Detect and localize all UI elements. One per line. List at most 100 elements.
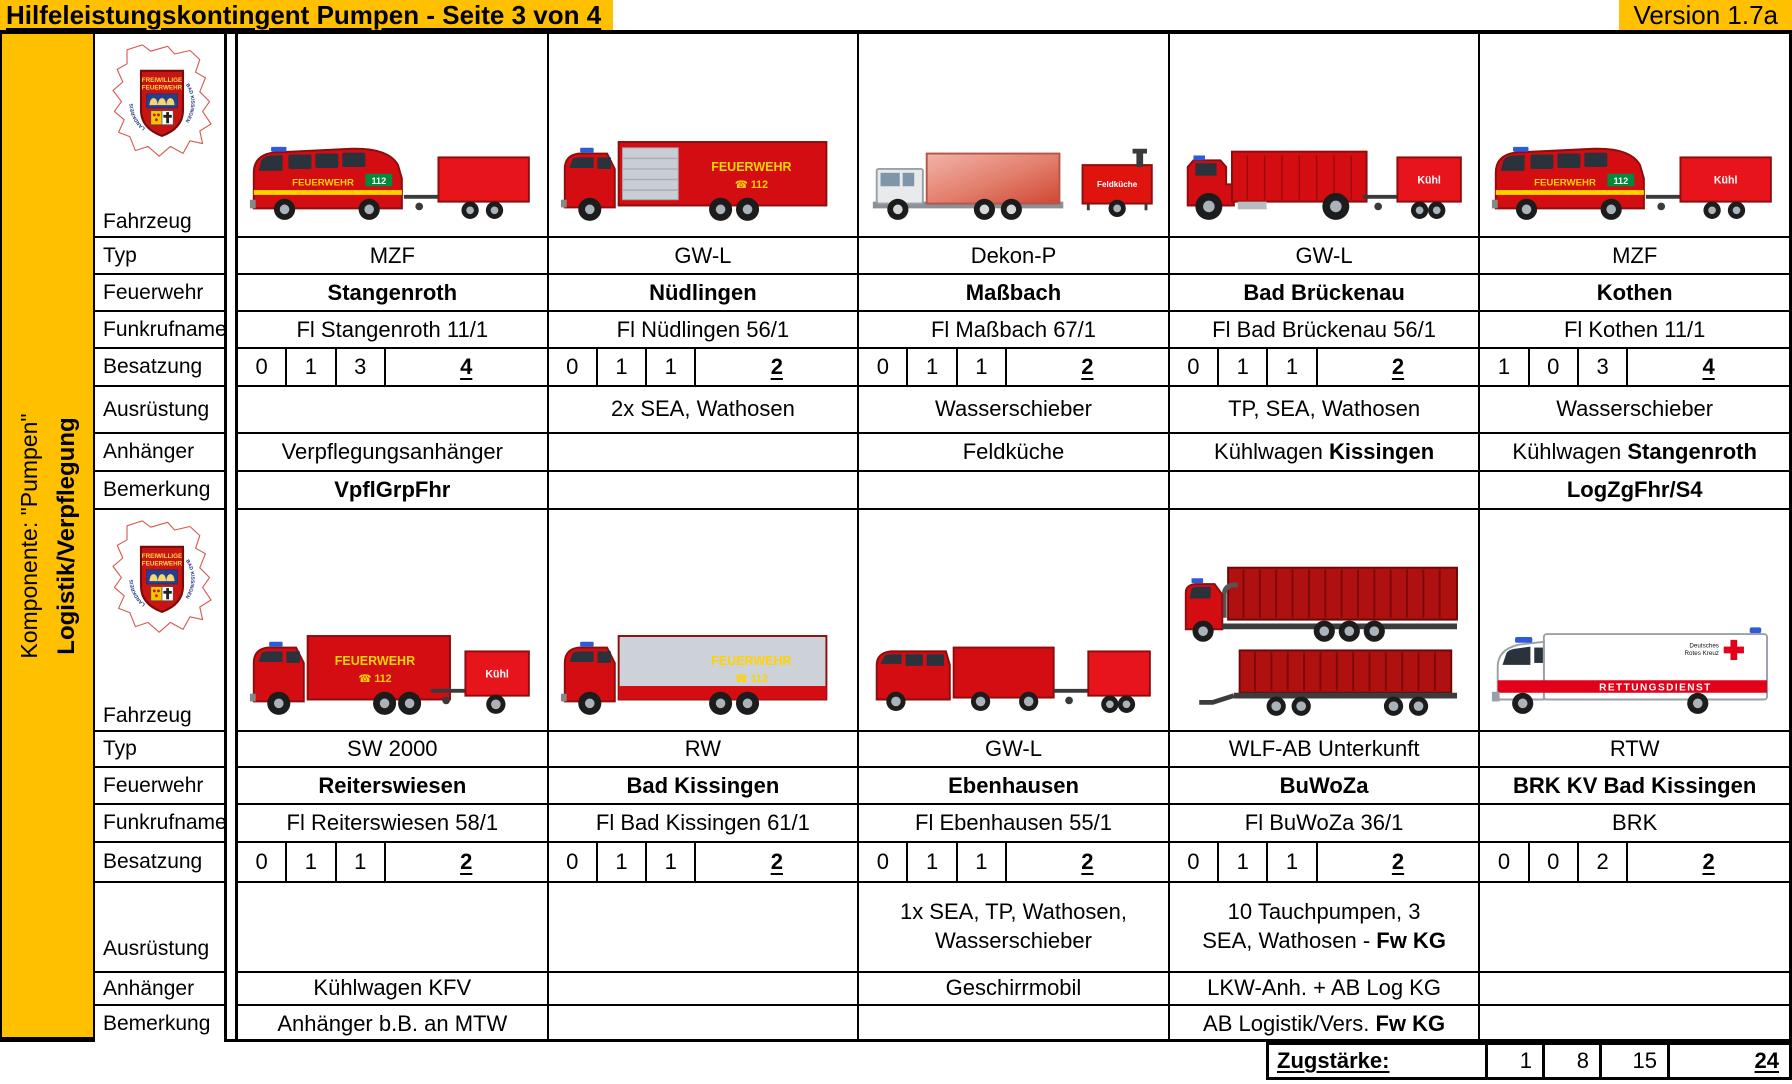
vehicle-marking: FEUERWEHR: [335, 653, 415, 667]
ausruestung-text: 1x SEA, TP, Wathosen, Wasserschieber: [899, 899, 1127, 953]
ausruestung-text-bold: Fw KG: [1376, 928, 1446, 953]
typ-cell: RTW: [1480, 732, 1792, 766]
crew-count-cell: 1: [287, 349, 337, 385]
anhaenger-text: Geschirrmobil: [945, 975, 1082, 1001]
header-bar: Hilfeleistungskontingent Pumpen - Seite …: [0, 0, 1792, 34]
feuerwehr-value: Kothen: [1596, 279, 1673, 305]
typ-cell: GW-L: [549, 238, 860, 273]
crew-total-cell: 4: [1702, 354, 1715, 379]
feuerwehr-value: Stangenroth: [327, 279, 458, 305]
zugstaerke-count-cell: 15: [1602, 1042, 1670, 1080]
funkrufname-value: BRK: [1612, 810, 1658, 835]
vehicle-cell: FEUERWEHR 112: [238, 34, 549, 236]
crew-count-cell: 1: [647, 843, 697, 881]
data-cells: Fl Reiterswiesen 58/1 Fl Bad Kissingen 61…: [235, 805, 1792, 843]
vehicle-marking: FEUERWEHR: [292, 177, 354, 188]
crew-count-cell: 0: [859, 843, 909, 881]
anhaenger-cell: Kühlwagen Stangenroth: [1480, 434, 1792, 470]
funkrufname-value: Fl Stangenroth 11/1: [296, 316, 489, 342]
anhaenger-text: Kühlwagen KFV: [313, 975, 472, 1001]
vehicle-image-wlf-ab-with-container-trailer: [1180, 560, 1469, 724]
row-typ: Typ MZF GW-L Dekon-P GW-L MZF: [95, 238, 1792, 275]
column-gap: [227, 1006, 235, 1042]
feuerwehr-cell: Stangenroth: [238, 275, 549, 310]
ausruestung-cell: 10 Tauchpumpen, 3 SEA, Wathosen - Fw KG: [1170, 883, 1481, 971]
bemerkung-text-bold: LogZgFhr/S4: [1566, 476, 1703, 502]
vehicle-cell: Feldküche: [859, 34, 1170, 236]
funkrufname-value: Fl BuWoZa 36/1: [1244, 810, 1404, 835]
funkrufname-value: Fl Bad Kissingen 61/1: [595, 810, 810, 835]
row-label-feuerwehr: Feuerwehr: [95, 275, 227, 312]
column-gap: [227, 883, 235, 973]
anhaenger-cell: Kühlwagen KFV: [238, 973, 549, 1004]
feuerwehr-cell: Reiterswiesen: [238, 768, 549, 803]
funkrufname-value: Fl Kothen 11/1: [1563, 316, 1706, 342]
district-map-outline: [111, 44, 212, 157]
ausruestung-cell: [238, 387, 549, 432]
funkrufname-cell: Fl Nüdlingen 56/1: [549, 312, 860, 347]
funkrufname-value: Fl Maßbach 67/1: [930, 316, 1097, 342]
row-label-text: Bemerkung: [103, 1012, 211, 1035]
vehicle-marking: ☎ 112: [358, 673, 391, 685]
vehicle-marking: FEUERWEHR: [1535, 177, 1597, 188]
feuerwehr-value: Maßbach: [965, 279, 1062, 305]
feuerwehr-cell: Ebenhausen: [859, 768, 1170, 803]
funkrufname-cell: Fl Bad Brückenau 56/1: [1170, 312, 1481, 347]
vehicle-image-gw-l-flatbed-with-kuehl-trailer: Kühl: [1180, 117, 1469, 231]
funkrufname-value: Fl Ebenhausen 55/1: [915, 810, 1112, 835]
zugstaerke-row: Zugstärke: 1 8 15 24: [0, 1042, 1792, 1080]
bemerkung-cell: VpflGrpFhr: [238, 472, 549, 508]
data-cells: Reiterswiesen Bad Kissingen Ebenhausen BuWo…: [235, 768, 1792, 805]
row-label-funkrufname: Funkrufname: [95, 805, 227, 843]
ausruestung-cell: TP, SEA, Wathosen: [1170, 387, 1481, 432]
crest-text: FEUERWEHR: [141, 85, 182, 92]
vehicle-marking: 112: [1614, 175, 1629, 185]
row-label-typ: Typ: [95, 238, 227, 275]
contingent-table: Komponente: "Pumpen" Logistik/Verpflegun…: [0, 34, 1792, 1042]
row-fahrzeug: FREIWILLIGE FEUERWEHR LANDKREIS BAD KISS…: [95, 34, 1792, 238]
vehicle-cell: FEUERWEHR ☎ 112: [549, 34, 860, 236]
ausruestung-cell: [238, 883, 549, 971]
unit-block-1: FREIWILLIGE FEUERWEHR LANDKREIS BAD KISS…: [95, 34, 1792, 510]
anhaenger-text: Kühlwagen: [1512, 438, 1628, 464]
typ-value: GW-L: [674, 242, 732, 268]
row-label-text: Funkrufname: [103, 317, 227, 341]
data-cells: VpflGrpFhr LogZgFhr/S4: [235, 472, 1792, 510]
crew-count-cell: 2: [1579, 843, 1629, 881]
crest-text: FREIWILLIGE: [141, 553, 181, 560]
data-cells: 1x SEA, TP, Wathosen, Wasserschieber 10 T…: [235, 883, 1792, 973]
feuerwehr-value: BRK KV Bad Kissingen: [1513, 772, 1757, 798]
crew-total-cell: 2: [1391, 354, 1405, 379]
funkrufname-cell: Fl Kothen 11/1: [1480, 312, 1792, 347]
column-gap: [227, 973, 235, 1006]
bemerkung-text-bold: Fw KG: [1375, 1010, 1446, 1036]
crest-text: FEUERWEHR: [141, 561, 182, 568]
column-gap: [227, 732, 235, 768]
funkrufname-cell: Fl Ebenhausen 55/1: [859, 805, 1170, 841]
crew-total-cell: 2: [1081, 354, 1094, 379]
column-gap: [227, 238, 235, 275]
crew-total-cell: 2: [1081, 849, 1094, 874]
funkrufname-cell: BRK: [1480, 805, 1792, 841]
bemerkung-cell: [1480, 1006, 1792, 1042]
zugstaerke-count-cell: 1: [1488, 1042, 1545, 1080]
typ-cell: SW 2000: [238, 732, 549, 766]
row-label-ausruestung: Ausrüstung: [95, 883, 227, 973]
bemerkung-cell: [549, 472, 860, 508]
row-label-typ: Typ: [95, 732, 227, 768]
zugstaerke-total-cell: 24: [1670, 1042, 1792, 1080]
crew-count-cell: 3: [1579, 349, 1629, 385]
unit-block-2: FREIWILLIGE FEUERWEHR LANDKREIS BAD KISS…: [95, 510, 1792, 1042]
trailer-label: Kühl: [485, 668, 509, 680]
anhaenger-cell: [549, 973, 860, 1004]
anhaenger-text: Verpflegungsanhänger: [281, 438, 503, 464]
feuerwehr-cell: Nüdlingen: [549, 275, 860, 310]
anhaenger-cell: [1480, 973, 1792, 1004]
row-ausruestung: Ausrüstung 1x SEA, TP, Wathosen, Wassersc…: [95, 883, 1792, 973]
data-cells: 2x SEA, Wathosen Wasserschieber TP, SEA, W…: [235, 387, 1792, 434]
